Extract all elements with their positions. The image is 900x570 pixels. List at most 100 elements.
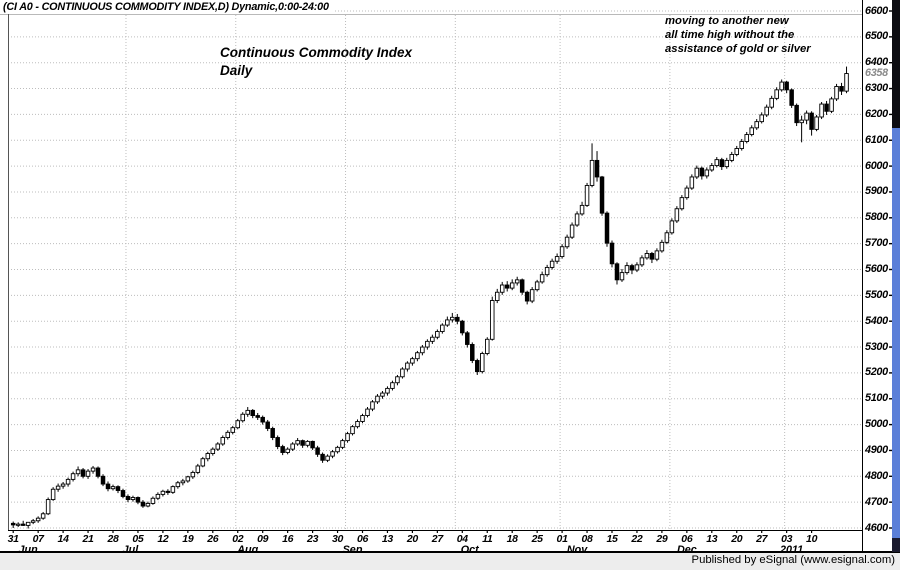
candle-body bbox=[260, 416, 265, 423]
candle-body bbox=[719, 159, 725, 168]
x-axis-week-label: 26 bbox=[207, 533, 219, 545]
vertical-scrollbar[interactable] bbox=[892, 0, 900, 552]
candle-body bbox=[539, 274, 545, 283]
x-axis-week-label: 09 bbox=[257, 533, 269, 545]
candle-body bbox=[385, 387, 390, 394]
candle-body bbox=[614, 263, 620, 281]
candle-body bbox=[280, 446, 285, 453]
x-axis-week-label: 28 bbox=[107, 533, 119, 545]
candle-body bbox=[225, 431, 231, 438]
candle-body bbox=[569, 224, 575, 238]
candle-body bbox=[784, 81, 789, 91]
candle-body bbox=[130, 497, 136, 501]
x-axis-week-label: 20 bbox=[406, 533, 418, 545]
plot-top-border bbox=[0, 14, 862, 15]
status-bar: Published by eSignal (www.esignal.com) bbox=[0, 553, 900, 570]
candle-body bbox=[734, 148, 740, 155]
candle-body bbox=[380, 392, 385, 397]
candle-body bbox=[200, 458, 206, 467]
candle-body bbox=[729, 154, 735, 161]
candle-body bbox=[80, 469, 86, 477]
candle-body bbox=[285, 448, 290, 453]
candle-body bbox=[145, 502, 151, 507]
candle-body bbox=[425, 340, 430, 348]
candle-body bbox=[125, 496, 131, 501]
candle-body bbox=[534, 281, 540, 291]
candle-body bbox=[45, 499, 51, 515]
annotation-index-name: Continuous Commodity Index Daily bbox=[220, 45, 412, 78]
candle-body bbox=[579, 204, 585, 215]
candle-body bbox=[834, 86, 839, 100]
candle-body bbox=[564, 236, 570, 248]
candle-body bbox=[749, 127, 754, 136]
candle-body bbox=[20, 523, 26, 526]
x-axis-week-label: 19 bbox=[182, 533, 194, 545]
last-price-label: 6358 bbox=[865, 67, 888, 80]
candle-body bbox=[480, 353, 485, 373]
x-axis-week-label: 13 bbox=[381, 533, 393, 545]
candle-body bbox=[90, 467, 96, 472]
candle-body bbox=[405, 362, 410, 370]
candle-body bbox=[240, 413, 245, 422]
x-axis-week-label: 16 bbox=[282, 533, 294, 545]
candle-body bbox=[275, 437, 280, 448]
candle-body bbox=[475, 360, 480, 373]
candle-body bbox=[160, 490, 166, 495]
candle-body bbox=[435, 331, 440, 338]
candle-body bbox=[170, 486, 176, 493]
y-axis-label: 6000 bbox=[865, 159, 888, 172]
candle-body bbox=[504, 284, 510, 289]
candle-body bbox=[220, 437, 226, 445]
candle-body bbox=[135, 497, 141, 503]
candle-body bbox=[150, 497, 156, 504]
scrollbar-thumb[interactable] bbox=[892, 0, 900, 128]
candle-body bbox=[724, 159, 730, 168]
x-axis-week-label: 04 bbox=[456, 533, 468, 545]
y-axis-label: 6100 bbox=[865, 133, 888, 146]
candle-body bbox=[40, 513, 46, 519]
candle-body bbox=[35, 517, 41, 522]
candle-body bbox=[320, 453, 325, 461]
candle-body bbox=[95, 467, 101, 477]
candle-body bbox=[485, 338, 490, 354]
candle-body bbox=[50, 488, 56, 501]
candle-body bbox=[120, 490, 126, 497]
candle-body bbox=[140, 501, 146, 507]
candle-body bbox=[165, 490, 171, 493]
y-axis-label: 6600 bbox=[865, 4, 888, 17]
candle-body bbox=[155, 493, 161, 499]
x-axis-week-label: 11 bbox=[482, 533, 493, 545]
candle-body bbox=[430, 336, 435, 342]
y-axis-line bbox=[862, 0, 863, 552]
candle-body bbox=[355, 421, 360, 428]
candle-body bbox=[764, 106, 769, 116]
candle-body bbox=[659, 241, 665, 252]
candle-body bbox=[415, 352, 420, 360]
y-axis-label: 5400 bbox=[865, 314, 888, 327]
candle-body bbox=[664, 232, 670, 243]
candle-body bbox=[574, 213, 580, 226]
candle-body bbox=[75, 469, 81, 475]
candle-body bbox=[549, 260, 555, 268]
candle-body bbox=[30, 520, 36, 523]
candle-body bbox=[70, 473, 76, 480]
y-axis-label: 5900 bbox=[865, 185, 888, 198]
candle-body bbox=[544, 266, 550, 276]
candle-body bbox=[704, 169, 710, 177]
x-axis-week-label: 29 bbox=[656, 533, 668, 545]
candle-body bbox=[489, 300, 495, 340]
candle-body bbox=[455, 316, 460, 322]
x-axis-week-label: 22 bbox=[631, 533, 643, 545]
candle-body bbox=[25, 521, 31, 526]
x-axis-week-label: 06 bbox=[681, 533, 693, 545]
scrollbar-down-button[interactable] bbox=[892, 538, 900, 552]
candle-body bbox=[824, 103, 829, 112]
candle-body bbox=[375, 395, 380, 403]
candle-body bbox=[180, 480, 186, 484]
candle-body bbox=[10, 522, 16, 526]
y-axis-label: 5600 bbox=[865, 263, 888, 275]
candle-body bbox=[844, 73, 849, 92]
x-axis-week-label: 01 bbox=[556, 533, 568, 545]
candle-body bbox=[644, 253, 650, 259]
y-axis-label: 5200 bbox=[865, 366, 888, 379]
